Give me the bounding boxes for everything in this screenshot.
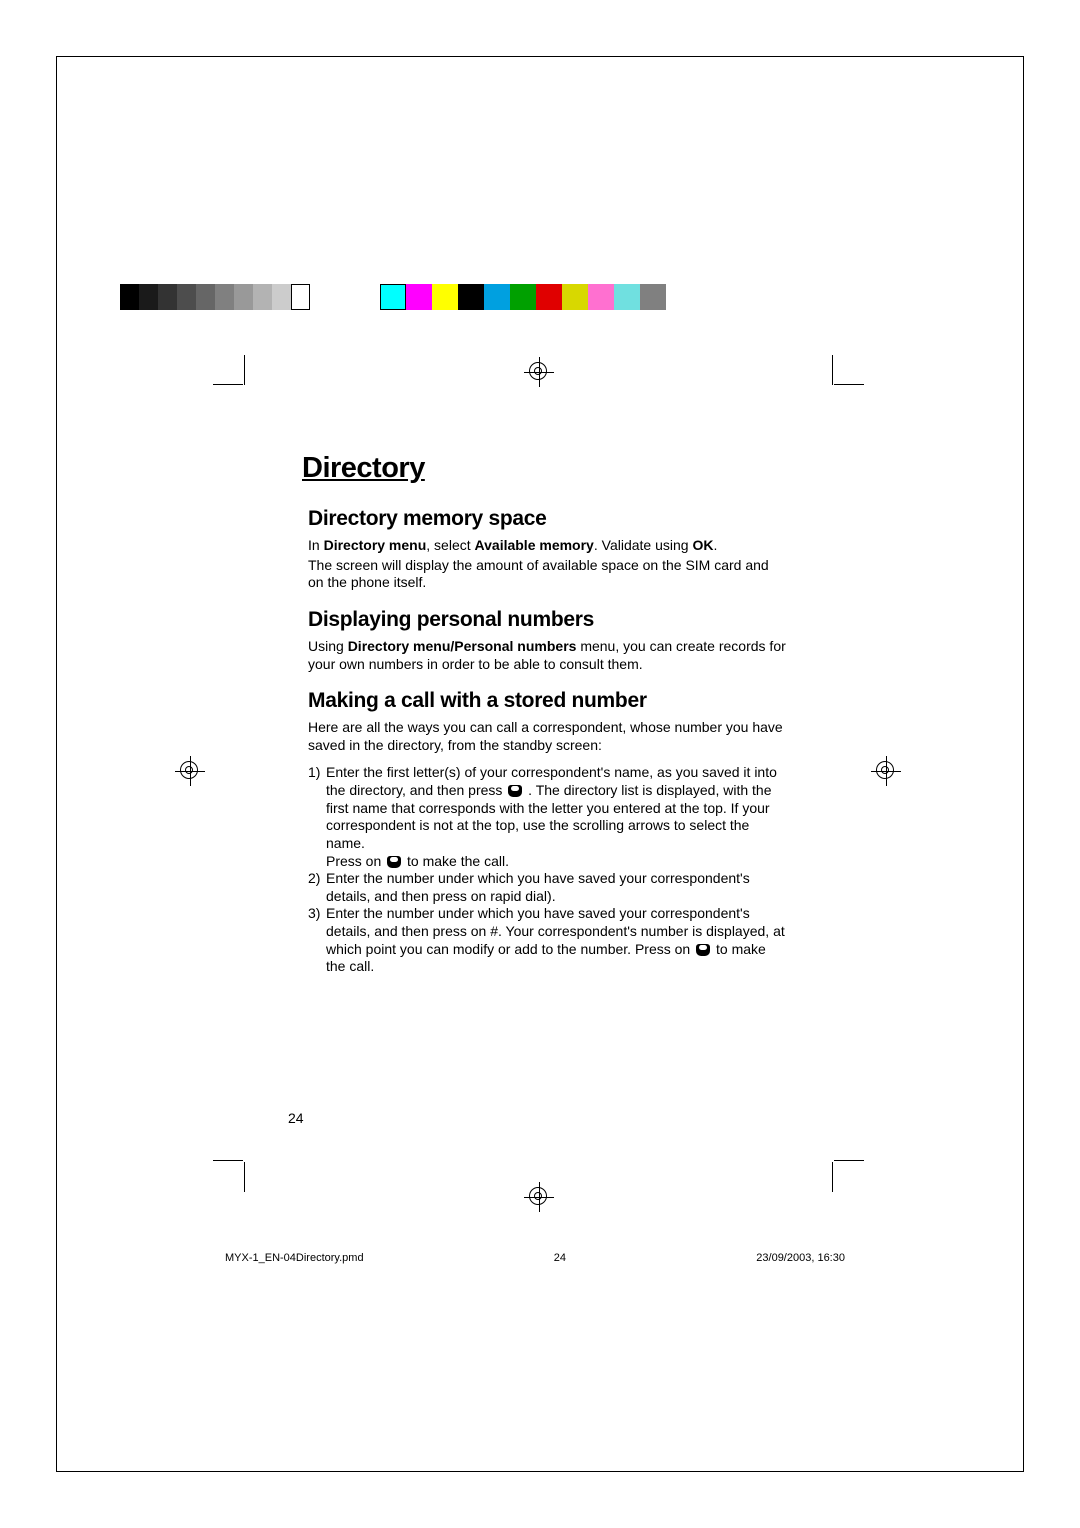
call-icon (508, 785, 522, 797)
footer: MYX-1_EN-04Directory.pmd 24 23/09/2003, … (225, 1252, 845, 1264)
call-icon (387, 856, 401, 868)
body-text: The screen will display the amount of av… (308, 557, 787, 592)
grayscale-strip (120, 284, 310, 310)
call-icon (696, 944, 710, 956)
body-text: Here are all the ways you can call a cor… (308, 719, 787, 754)
list-item: 1) Enter the first letter(s) of your cor… (308, 764, 787, 870)
body-text: Using Directory menu/Personal numbers me… (308, 638, 787, 673)
crop-mark-icon (244, 355, 245, 385)
page-title: Directory (302, 452, 787, 485)
text: , select (426, 537, 474, 553)
section-title-personal: Displaying personal numbers (308, 608, 787, 632)
text-bold: Available memory (475, 537, 594, 553)
crop-mark-icon (213, 384, 243, 385)
calibration-bars (120, 284, 880, 310)
list-text: Enter the first letter(s) of your corres… (326, 764, 787, 870)
footer-filename: MYX-1_EN-04Directory.pmd (225, 1252, 364, 1264)
text-bold: Directory menu/Personal numbers (348, 638, 577, 654)
list-number: 1) (308, 764, 326, 870)
crop-mark-icon (244, 1162, 245, 1192)
crop-mark-icon (832, 355, 833, 385)
list-number: 2) (308, 870, 326, 905)
registration-mark-icon (524, 1182, 554, 1212)
text-bold: Directory menu (324, 537, 427, 553)
color-strip (380, 284, 666, 310)
section-title-calling: Making a call with a stored number (308, 689, 787, 713)
list-text: Enter the number under which you have sa… (326, 905, 787, 976)
list-text: Enter the number under which you have sa… (326, 870, 787, 905)
text: Press on (326, 853, 385, 869)
text-bold: OK (692, 537, 713, 553)
registration-mark-icon (871, 756, 901, 786)
body-text: In Directory menu, select Available memo… (308, 537, 787, 555)
crop-mark-icon (834, 1160, 864, 1161)
footer-timestamp: 23/09/2003, 16:30 (756, 1252, 845, 1264)
text: to make the call. (403, 853, 509, 869)
footer-page: 24 (554, 1252, 566, 1264)
text: . (713, 537, 717, 553)
list-item: 3) Enter the number under which you have… (308, 905, 787, 976)
list-number: 3) (308, 905, 326, 976)
text: In (308, 537, 324, 553)
page-number: 24 (288, 1110, 304, 1126)
registration-mark-icon (175, 756, 205, 786)
registration-mark-icon (524, 357, 554, 387)
section-title-memory: Directory memory space (308, 507, 787, 531)
page-content: Directory Directory memory space In Dire… (302, 452, 787, 976)
crop-mark-icon (832, 1162, 833, 1192)
text: Using (308, 638, 348, 654)
text: . Validate using (594, 537, 693, 553)
crop-mark-icon (213, 1160, 243, 1161)
crop-mark-icon (834, 384, 864, 385)
list-item: 2) Enter the number under which you have… (308, 870, 787, 905)
